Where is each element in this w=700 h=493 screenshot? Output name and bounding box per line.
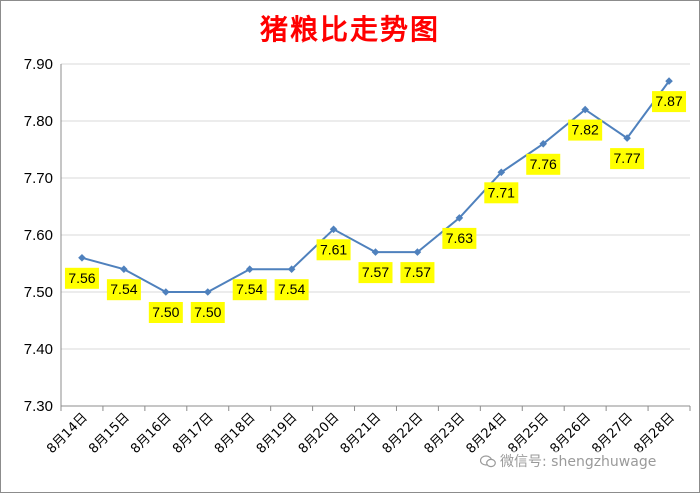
data-point: [120, 265, 128, 273]
x-tick-label: 8月19日: [254, 410, 301, 457]
x-tick-label: 8月17日: [170, 410, 217, 457]
x-tick-label: 8月28日: [631, 410, 678, 457]
data-label-box: [610, 148, 645, 170]
data-label-box: [358, 262, 393, 284]
watermark-text: 微信号: shengzhuwage: [500, 454, 657, 470]
wechat-icon: [480, 455, 496, 468]
data-point: [665, 77, 673, 85]
x-tick-label: 8月26日: [547, 410, 594, 457]
data-label-box: [316, 239, 351, 261]
data-label: 7.77: [613, 150, 640, 166]
data-point: [413, 248, 422, 256]
x-tick-label: 8月24日: [464, 410, 511, 457]
y-tick-label: 7.70: [24, 170, 53, 187]
y-tick-label: 7.30: [24, 398, 53, 415]
x-tick-label: 8月21日: [338, 410, 385, 457]
x-tick-label: 8月20日: [296, 410, 343, 457]
data-point: [245, 265, 254, 273]
data-point: [539, 140, 548, 148]
data-point: [581, 105, 589, 114]
data-label-box: [442, 227, 477, 249]
x-tick-label: 8月14日: [44, 410, 91, 457]
watermark: 微信号: shengzhuwage: [478, 451, 659, 471]
data-point: [329, 225, 338, 234]
data-point: [287, 265, 296, 273]
y-tick-label: 7.60: [24, 227, 53, 244]
data-point: [623, 134, 631, 142]
data-label-box: [190, 302, 225, 323]
chart-title: 猪粮比走势图: [259, 13, 440, 46]
x-tick-label: 8月18日: [212, 410, 259, 457]
data-label: 7.63: [446, 230, 473, 246]
x-tick-label: 8月15日: [86, 410, 133, 457]
data-label: 7.54: [278, 281, 305, 297]
data-label: 7.71: [488, 184, 515, 200]
data-label: 7.57: [362, 264, 389, 280]
x-tick-label: 8月25日: [506, 410, 553, 457]
data-label: 7.61: [320, 241, 347, 257]
data-label-box: [568, 119, 603, 141]
y-tick-label: 7.40: [24, 341, 53, 358]
x-tick-label: 8月16日: [128, 410, 175, 457]
data-label-box: [400, 262, 435, 284]
data-label-box: [526, 153, 561, 175]
data-label: 7.54: [110, 281, 137, 297]
data-label: 7.50: [194, 304, 221, 320]
data-label-box: [652, 91, 687, 113]
data-label-box: [274, 279, 309, 301]
data-label: 7.87: [655, 93, 682, 109]
data-point: [203, 288, 212, 296]
data-label: 7.82: [572, 122, 599, 138]
data-label: 7.56: [68, 270, 95, 286]
data-label-box: [106, 279, 141, 301]
x-tick-label: 8月22日: [380, 410, 427, 457]
data-label: 7.76: [530, 156, 557, 172]
data-point: [78, 254, 86, 262]
data-label-box: [484, 182, 519, 204]
data-point: [497, 168, 506, 177]
data-point: [162, 288, 170, 296]
x-tick-label: 8月27日: [589, 410, 636, 457]
data-label: 7.57: [404, 264, 431, 280]
data-label-box: [232, 279, 267, 301]
x-tick-label: 8月23日: [422, 410, 469, 457]
data-point: [455, 214, 464, 222]
series-line: [81, 80, 670, 293]
data-label: 7.50: [152, 304, 179, 320]
data-label-box: [148, 302, 183, 323]
data-label: 7.54: [236, 281, 263, 297]
data-point: [371, 248, 380, 256]
y-tick-label: 7.50: [24, 284, 53, 301]
y-tick-label: 7.80: [24, 113, 53, 130]
data-label-box: [64, 267, 99, 289]
y-tick-label: 7.90: [24, 56, 53, 73]
